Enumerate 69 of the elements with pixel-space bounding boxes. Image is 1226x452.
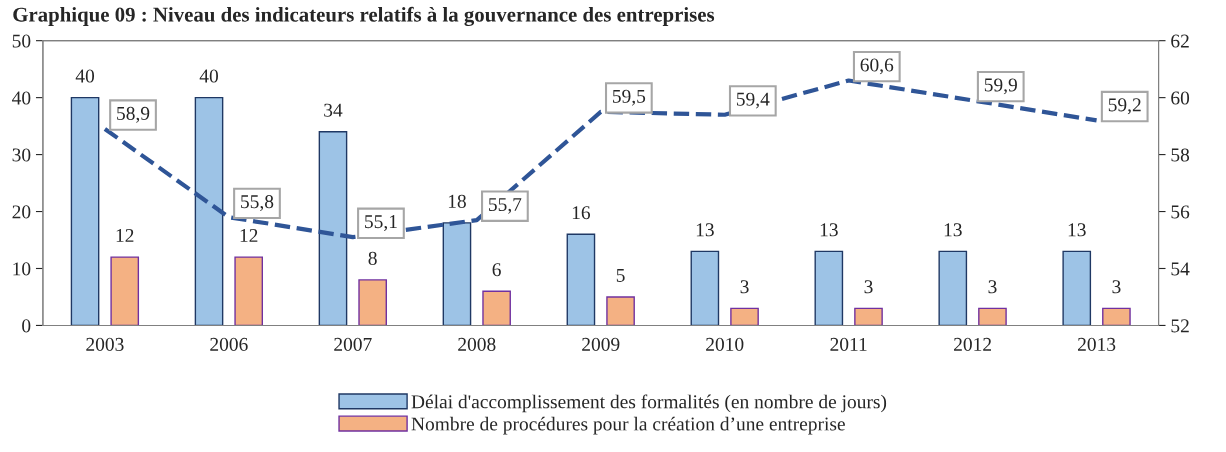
data-label: 59,9 [984,78,1017,95]
x-tick-label: 2009 [582,337,620,351]
data-label: 59,4 [736,92,770,109]
data-label: 3 [740,280,749,294]
bar [606,296,635,326]
data-label: 40 [199,69,218,83]
data-label: 40 [75,69,95,83]
x-tick-label: 2012 [954,337,991,351]
bar [978,307,1007,326]
data-label: 55,1 [365,215,397,231]
x-tick-label: 2007 [334,337,372,351]
bar [442,222,472,326]
y-tick-label: 0 [22,319,31,333]
data-label: 34 [324,103,343,117]
data-label: 3 [864,280,873,294]
data-label: 59,5 [612,89,646,106]
data-label: 55,8 [241,195,274,212]
bar [70,96,100,326]
bar [110,256,140,326]
y2-tick-label: 62 [1171,34,1189,48]
y-tick-label: 10 [13,262,31,276]
data-label: 12 [116,228,134,242]
y2-tick-label: 52 [1171,319,1189,333]
bar [938,250,968,326]
data-label: 6 [492,263,501,277]
data-label: 55,7 [489,198,522,214]
bar [482,290,511,326]
y-tick-label: 50 [12,34,31,48]
data-label: 58,9 [117,106,150,123]
bar [566,233,596,326]
data-label: 5 [616,268,625,282]
y-tick-label: 30 [12,148,31,162]
data-label: 13 [696,223,714,237]
bar [854,307,883,326]
data-label: 13 [820,223,838,237]
data-label: 18 [448,194,466,208]
data-label: 13 [944,223,962,237]
data-label: 16 [572,206,591,220]
y2-tick-label: 60 [1171,91,1190,105]
x-tick-label: 2010 [706,337,744,351]
x-tick-label: 2008 [458,337,496,351]
data-label: 12 [240,228,258,242]
bar [234,256,264,326]
bar [730,307,759,326]
chart-title: Graphique 09 : Niveau des indicateurs relatifs à la gouvernance des entreprises [13,6,715,27]
y-tick-label: 20 [12,205,31,219]
y2-tick-label: 56 [1171,205,1190,219]
y2-tick-label: 54 [1171,262,1190,276]
x-tick-label: 2006 [210,337,248,351]
bar [814,250,844,326]
bar [318,131,348,326]
bar [1102,307,1131,326]
x-tick-label: 2013 [1078,337,1116,351]
data-label: 3 [1112,280,1121,294]
data-label: 59,2 [1108,98,1141,115]
bar [690,250,720,326]
x-tick-label: 2011 [830,337,867,351]
bar [358,279,387,326]
bar [194,96,224,326]
legend-label: Nombre de procédures pour la création d’une entreprise [411,416,845,435]
data-label: 8 [368,251,377,265]
bar [1062,250,1092,326]
data-label: 13 [1068,223,1086,237]
x-tick-label: 2003 [86,337,124,351]
data-label: 3 [988,280,997,294]
legend-label: Délai d'accomplissement des formalités (en nombre de jours) [411,394,887,413]
y2-tick-label: 58 [1171,148,1190,162]
data-label: 60,6 [860,58,894,75]
y-tick-label: 40 [12,91,31,105]
